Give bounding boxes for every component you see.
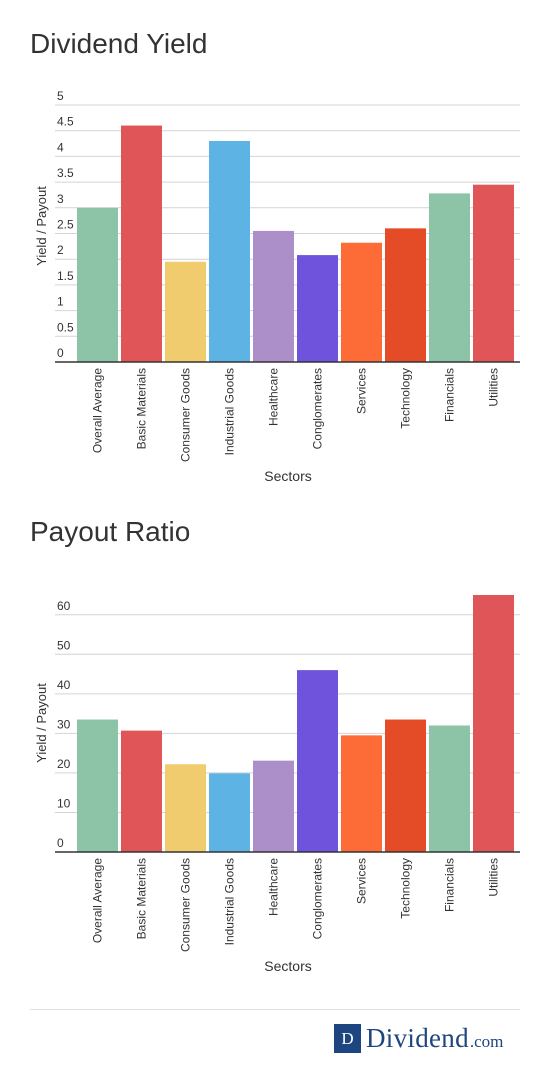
bar <box>297 255 338 362</box>
x-tick-label: Conglomerates <box>311 858 325 939</box>
x-tick-label: Utilities <box>487 368 501 407</box>
logo-mark: D <box>334 1024 361 1053</box>
x-tick-label: Consumer Goods <box>179 858 193 952</box>
bar <box>385 228 426 362</box>
x-tick-label: Industrial Goods <box>223 368 237 455</box>
y-tick-label: 1.5 <box>57 269 74 283</box>
bar <box>341 242 382 362</box>
y-tick-label: 40 <box>57 678 71 692</box>
bar <box>253 230 294 362</box>
x-tick-label: Services <box>355 368 369 414</box>
bar <box>429 193 470 362</box>
y-tick-label: 4.5 <box>57 115 74 129</box>
dividend-logo[interactable]: D Dividend .com <box>334 1023 504 1053</box>
y-tick-label: 1 <box>57 295 64 309</box>
y-tick-label: 2.5 <box>57 218 74 232</box>
payout-ratio-chart: 0 10 20 30 40 50 60 Overall Average Basic Materi… <box>34 595 520 974</box>
x-tick-label: Industrial Goods <box>223 858 237 945</box>
bar <box>165 261 206 362</box>
bar <box>253 760 294 852</box>
y-tick-label: 0 <box>57 346 64 360</box>
bar <box>165 764 206 852</box>
x-tick-label: Conglomerates <box>311 368 325 449</box>
x-tick-label: Basic Materials <box>135 368 149 449</box>
x-tick-label: Financials <box>443 368 457 422</box>
y-axis-title: Yield / Payout <box>34 683 49 763</box>
logo-name: Dividend <box>366 1023 469 1053</box>
y-tick-label: 0 <box>57 836 64 850</box>
y-tick-label: 30 <box>57 717 71 731</box>
y-tick-label: 4 <box>57 140 64 154</box>
payout-ratio-title: Payout Ratio <box>30 516 191 547</box>
x-tick-label: Services <box>355 858 369 904</box>
bar <box>121 125 162 362</box>
bar <box>209 773 250 852</box>
y-tick-label: 20 <box>57 757 71 771</box>
y-axis-title: Yield / Payout <box>34 186 49 266</box>
bar <box>473 595 514 852</box>
y-tick-label: 5 <box>57 89 64 103</box>
y-tick-label: 2 <box>57 243 64 257</box>
x-tick-label: Healthcare <box>267 368 281 426</box>
bar <box>209 140 250 362</box>
x-tick-label: Overall Average <box>91 858 105 943</box>
dividend-yield-chart: 0 0.5 1 1.5 2 2.5 3 3.5 4 4.5 5 Overall Average Basi… <box>34 89 520 484</box>
x-tick-label: Technology <box>399 368 413 429</box>
footer-divider <box>30 1009 520 1010</box>
x-tick-label: Financials <box>443 858 457 912</box>
bar <box>473 184 514 362</box>
bar <box>385 719 426 852</box>
y-tick-label: 3 <box>57 192 64 206</box>
x-tick-label: Technology <box>399 858 413 919</box>
bar <box>121 730 162 852</box>
bar <box>77 207 118 362</box>
x-tick-label: Utilities <box>487 858 501 897</box>
bar <box>297 670 338 852</box>
y-tick-label: 60 <box>57 599 71 613</box>
bar <box>77 719 118 852</box>
x-tick-label: Consumer Goods <box>179 368 193 462</box>
x-tick-label: Overall Average <box>91 368 105 453</box>
bar <box>341 735 382 852</box>
x-axis-title: Sectors <box>264 468 311 484</box>
logo-tld: .com <box>469 1031 504 1051</box>
y-tick-label: 0.5 <box>57 320 74 334</box>
y-tick-label: 3.5 <box>57 166 74 180</box>
y-tick-label: 50 <box>57 638 71 652</box>
bar <box>429 725 470 852</box>
x-axis-title: Sectors <box>264 958 311 974</box>
y-tick-label: 10 <box>57 796 71 810</box>
dividend-yield-title: Dividend Yield <box>30 28 208 59</box>
x-tick-label: Basic Materials <box>135 858 149 939</box>
x-tick-label: Healthcare <box>267 858 281 916</box>
